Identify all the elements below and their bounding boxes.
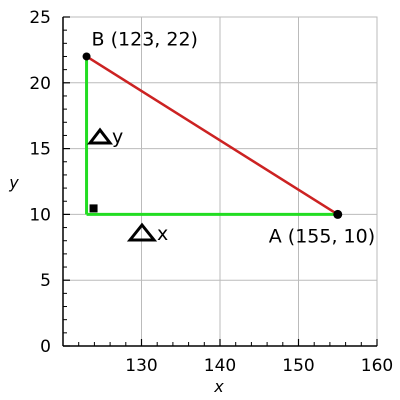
minor-ticks	[63, 29, 362, 346]
y-tick-label: 10	[29, 205, 51, 225]
grid	[62, 16, 378, 347]
axes	[62, 16, 378, 347]
y-tick-label: 25	[29, 8, 51, 28]
x-tick-label: 140	[204, 356, 236, 376]
right-angle-marker	[89, 204, 98, 213]
delta-x-triangle-icon	[126, 222, 158, 242]
point-a-label: A (155, 10)	[269, 225, 375, 247]
x-tick-label: 130	[125, 356, 157, 376]
y-tick-label: 15	[29, 140, 51, 160]
hypotenuse-line	[85, 55, 339, 216]
delta-y-label: y	[112, 126, 123, 148]
point-a	[333, 209, 343, 219]
x-tick-label: 150	[282, 356, 314, 376]
y-tick-label: 20	[29, 74, 51, 94]
x-tick-label: 160	[361, 356, 393, 376]
delta-x-marker: x	[126, 222, 168, 245]
y-tick-label: 5	[40, 271, 51, 291]
x-axis-label: x	[213, 377, 224, 396]
y-tick-label: 0	[40, 337, 51, 357]
delta-x-label: x	[157, 223, 168, 245]
tick-labels: 130 140 150 160 0 5 10 15 20 25	[29, 8, 393, 376]
delta-y-marker: y	[86, 126, 123, 148]
y-axis-label: y	[8, 173, 19, 192]
marks: A (155, 10) B (123, 22)	[82, 28, 375, 247]
delta-y-triangle-icon	[86, 127, 114, 145]
point-b	[82, 52, 91, 61]
point-b-label: B (123, 22)	[92, 28, 198, 50]
